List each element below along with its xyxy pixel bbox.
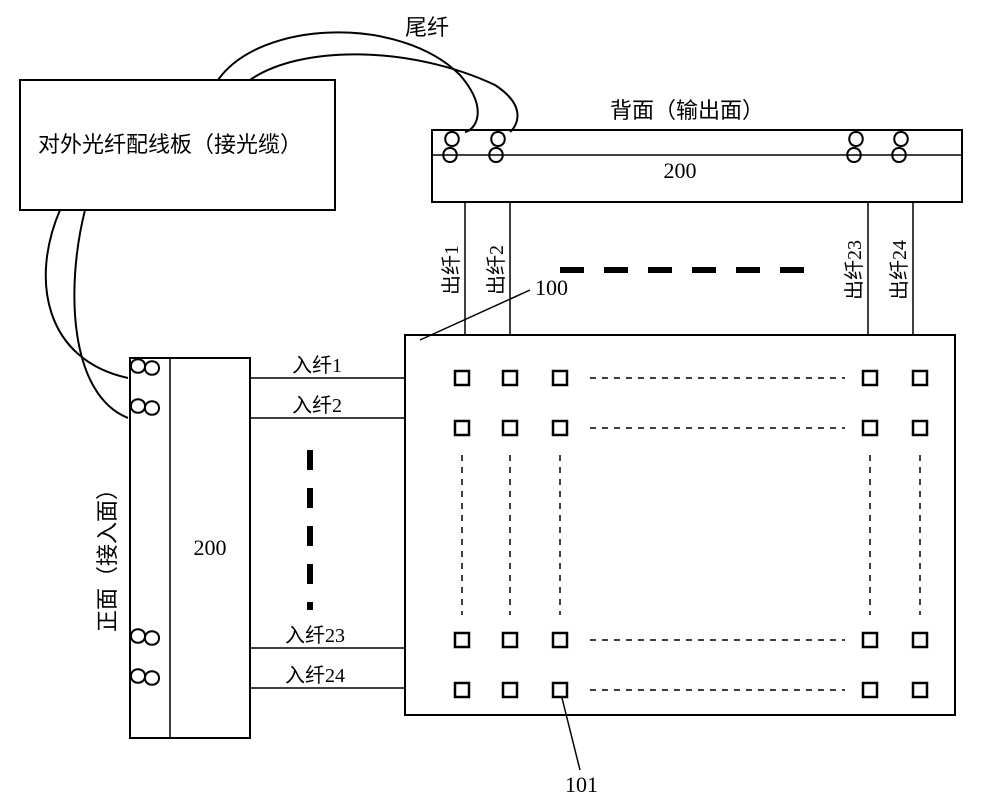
out1-label: 出纤1: [440, 245, 463, 295]
in23-label: 入纤23: [285, 624, 345, 647]
v-frame-200: 200: [194, 535, 227, 560]
out24-label: 出纤24: [888, 240, 911, 300]
label-100: 100: [535, 275, 568, 300]
h-frame-200: 200: [664, 158, 697, 183]
in24-label: 入纤24: [285, 664, 345, 687]
out2-label: 出纤2: [485, 245, 508, 295]
in1-label: 入纤1: [292, 354, 342, 377]
out-fiber-lines: 出纤1 出纤2 出纤23 出纤24: [440, 202, 913, 335]
horizontal-frame: [432, 130, 962, 202]
tail-fiber-label: 尾纤: [405, 15, 449, 40]
label-101: 101: [565, 772, 598, 797]
in2-label: 入纤2: [292, 394, 342, 417]
main-panel: [405, 335, 955, 715]
fiber-diagram: 对外光纤配线板（接光缆） 尾纤 背面（输出面） 200 200 正面（接入面）: [0, 0, 1000, 810]
front-face-label: 正面（接入面）: [95, 478, 120, 632]
vertical-frame: [130, 358, 250, 738]
external-panel-label: 对外光纤配线板（接光缆）: [38, 132, 302, 157]
back-face-label: 背面（输出面）: [610, 98, 764, 123]
in-fiber-lines: 入纤1 入纤2 入纤23 入纤24: [250, 354, 405, 688]
leader-100: [420, 290, 530, 340]
out23-label: 出纤23: [843, 240, 866, 300]
node-101: [553, 683, 567, 697]
